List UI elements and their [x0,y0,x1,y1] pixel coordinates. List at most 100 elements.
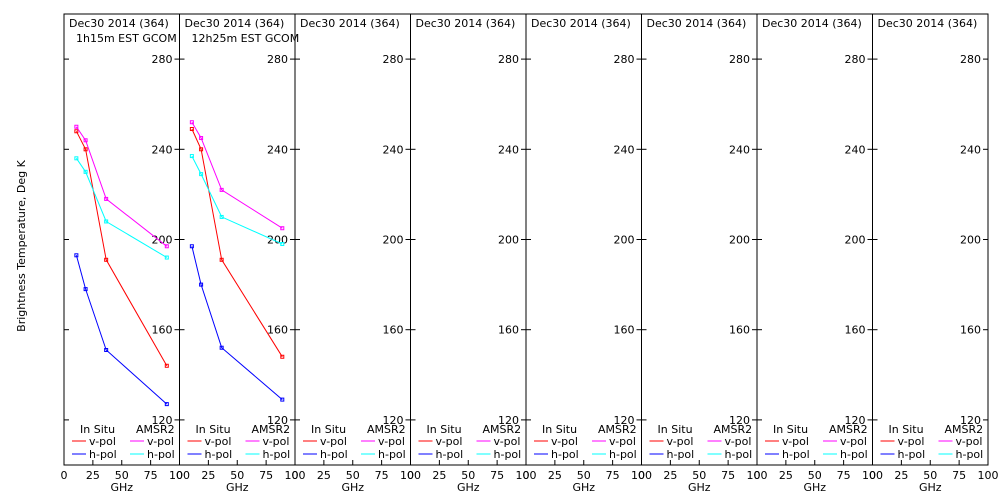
x-tick-label: 25 [894,469,908,482]
x-tick-label: 0 [523,469,530,482]
series-line [191,128,283,358]
y-tick-label: 200 [729,234,750,247]
x-tick-label: 0 [407,469,414,482]
x-tick-label: 100 [631,469,652,482]
chart-panel-5: Dec30 2014 (364) 120 160 200 240 280 0 25 50 75 10… [523,13,652,494]
legend-amsr2-vpol-label: v-pol [956,435,983,448]
legend-insitu-header: In Situ [196,423,231,436]
x-tick-label: 100 [978,469,999,482]
panel-subtitle: 1h15m EST GCOM [76,32,177,45]
series-line [191,246,283,400]
y-tick-label: 160 [152,324,173,337]
series-line [75,158,168,258]
x-axis-label: GHz [226,481,249,494]
data-point [189,244,194,249]
y-tick-label: 120 [960,414,981,427]
x-tick-label: 50 [577,469,591,482]
x-tick-label: 75 [952,469,966,482]
legend-amsr2-hpol-label: h-pol [494,448,522,461]
chart-panel-8: Dec30 2014 (364) 120 160 200 240 280 0 25 50 75 10… [869,13,999,494]
series-line [75,126,168,247]
panel-title: Dec30 2014 (364) [878,17,978,30]
chart-panel-4: Dec30 2014 (364) 120 160 200 240 280 0 25 50 75 10… [407,13,537,494]
data-point [280,226,285,231]
y-tick-label: 160 [267,324,288,337]
x-tick-label: 25 [317,469,331,482]
panel-title: Dec30 2014 (364) [69,17,169,30]
legend-insitu-hpol-label: h-pol [205,448,233,461]
series-line [191,121,283,229]
x-axis-label: GHz [572,481,595,494]
x-tick-label: 25 [663,469,677,482]
legend-insitu-vpol-label: v-pol [782,435,809,448]
panel-title: Dec30 2014 (364) [185,17,285,30]
y-tick-label: 280 [152,53,173,66]
y-tick-label: 120 [498,414,519,427]
x-tick-label: 0 [638,469,645,482]
chart-panel-2: Dec30 2014 (364) 12h25m EST GCOM 120 160 200… [176,13,306,494]
data-point [164,244,169,249]
x-tick-label: 25 [548,469,562,482]
y-tick-label: 200 [383,234,404,247]
y-tick-label: 280 [729,53,750,66]
legend-amsr2-vpol-label: v-pol [494,435,521,448]
x-tick-label: 75 [837,469,851,482]
x-tick-label: 50 [808,469,822,482]
legend-amsr2-header: AMSR2 [945,423,984,436]
legend-amsr2-hpol-label: h-pol [263,448,291,461]
legend-insitu-hpol-label: h-pol [898,448,926,461]
legend-insitu-header: In Situ [658,423,693,436]
x-tick-label: 75 [721,469,735,482]
legend-amsr2-hpol-label: h-pol [840,448,868,461]
legend-insitu-vpol-label: v-pol [320,435,347,448]
x-tick-label: 0 [869,469,876,482]
y-tick-label: 280 [498,53,519,66]
legend-amsr2-hpol-label: h-pol [956,448,984,461]
y-tick-label: 160 [729,324,750,337]
y-tick-label: 200 [614,234,635,247]
x-axis-label: GHz [919,481,942,494]
data-point [219,345,224,350]
legend-insitu-header: In Situ [542,423,577,436]
x-tick-label: 50 [230,469,244,482]
legend-insitu-header: In Situ [773,423,808,436]
y-tick-label: 280 [845,53,866,66]
x-tick-label: 25 [779,469,793,482]
x-axis-label: GHz [110,481,133,494]
legend-amsr2-header: AMSR2 [252,423,291,436]
y-tick-label: 120 [845,414,866,427]
legend-amsr2-hpol-label: h-pol [609,448,637,461]
panel-subtitle: 12h25m EST GCOM [192,32,300,45]
legend-amsr2-vpol-label: v-pol [378,435,405,448]
data-point [189,120,194,125]
x-tick-label: 75 [375,469,389,482]
data-point [164,255,169,260]
data-point [199,282,204,287]
legend-amsr2-vpol-label: v-pol [840,435,867,448]
data-point [199,172,204,177]
x-tick-label: 50 [923,469,937,482]
legend-insitu-header: In Situ [427,423,462,436]
data-point [74,156,79,161]
legend-insitu-hpol-label: h-pol [551,448,579,461]
y-tick-label: 240 [383,143,404,156]
legend-amsr2-vpol-label: v-pol [263,435,290,448]
y-tick-label: 160 [498,324,519,337]
chart-panel-1: Dec30 2014 (364) 1h15m EST GCOM 120 160 200 2… [61,13,190,494]
x-axis-label: GHz [803,481,826,494]
y-tick-label: 160 [383,324,404,337]
x-tick-label: 25 [201,469,215,482]
legend-amsr2-vpol-label: v-pol [609,435,636,448]
y-tick-label: 200 [845,234,866,247]
x-tick-label: 0 [61,469,68,482]
y-tick-label: 160 [960,324,981,337]
y-tick-label: 240 [267,143,288,156]
x-tick-label: 75 [259,469,273,482]
chart-panel-7: Dec30 2014 (364) 120 160 200 240 280 0 25 50 75 10… [754,13,883,494]
series-line [75,255,168,405]
panel-title: Dec30 2014 (364) [300,17,400,30]
y-tick-label: 120 [614,414,635,427]
legend-insitu-vpol-label: v-pol [436,435,463,448]
y-tick-label: 200 [960,234,981,247]
